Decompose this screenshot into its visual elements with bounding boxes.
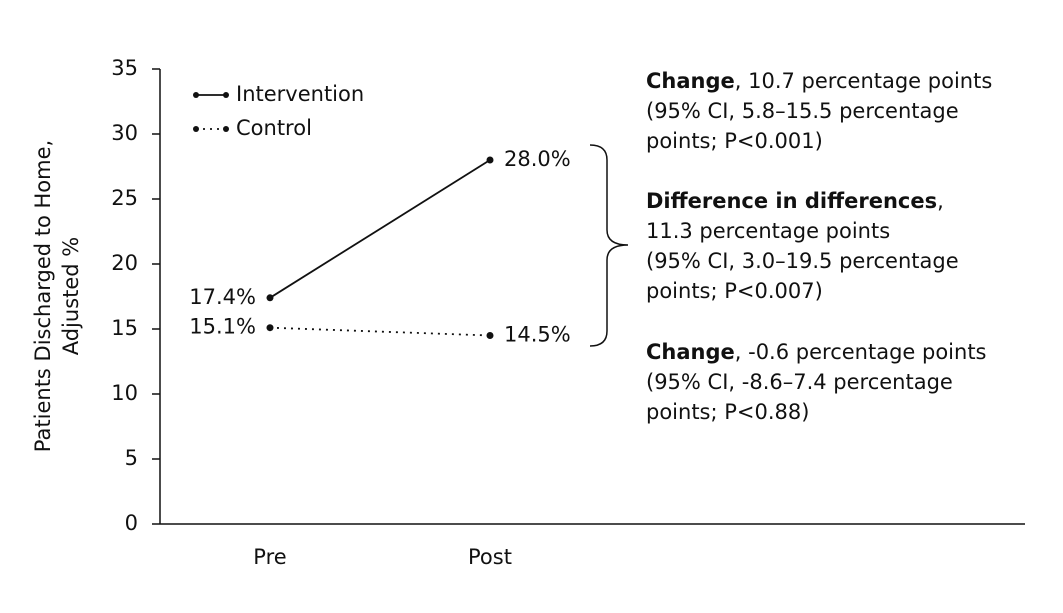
y-label-line: Adjusted % (59, 237, 83, 356)
annotation-line: points; P<0.007) (646, 279, 823, 303)
annotation-line: , -0.6 percentage points (735, 340, 987, 364)
y-tick-label: 25 (111, 186, 138, 210)
annotation-line: 11.3 percentage points (646, 219, 890, 243)
y-label-line: Patients Discharged to Home, (31, 140, 55, 452)
y-label: Patients Discharged to Home, Adjusted % (31, 140, 83, 452)
y-tick-label: 30 (111, 121, 138, 145)
value-label: 17.4% (189, 285, 256, 309)
value-label: 28.0% (504, 147, 571, 171)
annotation-line: (95% CI, 3.0–19.5 percentage (646, 249, 959, 273)
y-tick-label: 20 (111, 251, 138, 275)
legend-dot (223, 92, 229, 98)
point (266, 294, 274, 302)
y-tick-label: 15 (111, 316, 138, 340)
legend-dot (223, 126, 229, 132)
annotation-line: (95% CI, -8.6–7.4 percentage (646, 370, 953, 394)
x-tick-label: Post (468, 545, 512, 569)
annotation-line: , (937, 189, 944, 213)
legend-label: Control (236, 116, 312, 140)
annotation-heading: Change (646, 69, 735, 93)
annotation-line: points; P<0.001) (646, 129, 823, 153)
annotation: Change, -0.6 percentage points (646, 340, 987, 364)
y-tick-label: 35 (111, 56, 138, 80)
y-tick-label: 5 (125, 446, 138, 470)
annotation-line: , 10.7 percentage points (735, 69, 993, 93)
legend-dot (193, 92, 199, 98)
value-label: 15.1% (189, 315, 256, 339)
point (486, 156, 494, 164)
legend-label: Intervention (236, 82, 364, 106)
y-tick-label: 10 (111, 381, 138, 405)
point (486, 332, 494, 339)
point (266, 324, 274, 332)
annotation-heading: Difference in differences (646, 189, 937, 213)
annotation-line: points; P<0.88) (646, 400, 809, 424)
annotation: Change, 10.7 percentage points (646, 69, 992, 93)
value-label: 14.5% (504, 323, 571, 347)
y-tick-label: 0 (125, 511, 138, 535)
x-tick-label: Pre (253, 545, 286, 569)
legend-dot (193, 126, 199, 132)
series-line (269, 159, 491, 299)
annotation-heading: Change (646, 340, 735, 364)
annotation-line: (95% CI, 5.8–15.5 percentage (646, 99, 959, 123)
brace (589, 144, 629, 347)
annotation: Difference in differences, (646, 189, 944, 213)
series-line (269, 326, 491, 337)
